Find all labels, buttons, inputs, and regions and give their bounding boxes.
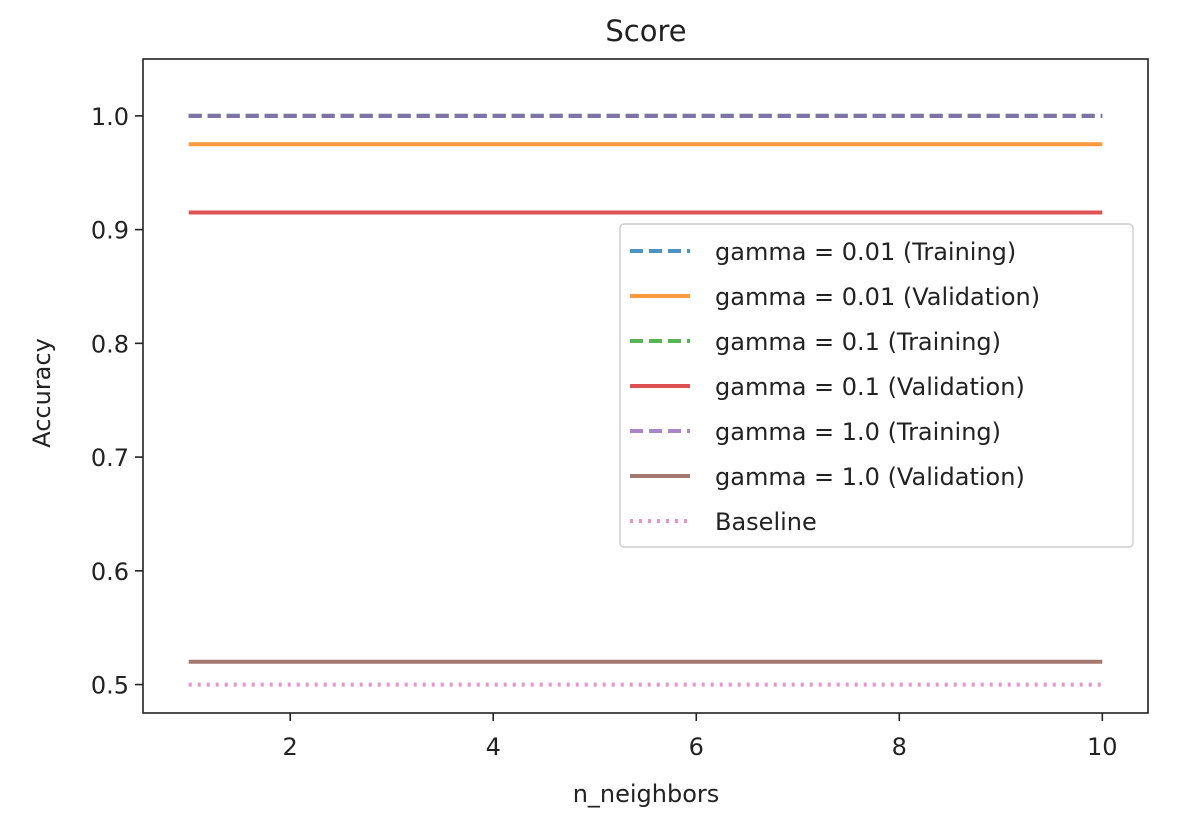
plot-frame	[142, 58, 1149, 714]
legend-frame	[619, 223, 1134, 548]
chart-title: Score	[605, 14, 686, 48]
legend-label: gamma = 1.0 (Training)	[715, 418, 1001, 446]
legend-label: gamma = 1.0 (Validation)	[715, 463, 1025, 491]
x-tick-label: 2	[283, 733, 298, 761]
legend-label: gamma = 0.1 (Validation)	[715, 373, 1025, 401]
legend-label: gamma = 0.01 (Training)	[715, 238, 1016, 266]
x-tick-label: 6	[689, 733, 704, 761]
legend-label: gamma = 0.01 (Validation)	[715, 283, 1040, 311]
legend: gamma = 0.01 (Training) gamma = 0.01 (Val…	[619, 223, 1134, 548]
y-axis-label: Accuracy	[28, 338, 56, 448]
y-tick-label: 0.7	[91, 444, 129, 472]
x-axis-ticks: 2 4 6 8 10	[283, 713, 1118, 761]
legend-label: gamma = 0.1 (Training)	[715, 328, 1001, 356]
y-tick-label: 0.8	[91, 330, 129, 358]
legend-items: gamma = 0.01 (Training) gamma = 0.01 (Val…	[630, 238, 1040, 536]
y-tick-label: 0.5	[91, 672, 129, 700]
y-axis-ticks: 0.5 0.6 0.7 0.8 0.9 1.0	[91, 103, 143, 700]
x-tick-label: 4	[486, 733, 501, 761]
plot-series	[188, 113, 1103, 687]
x-tick-label: 10	[1087, 733, 1118, 761]
x-axis-label: n_neighbors	[573, 780, 720, 808]
y-tick-label: 1.0	[91, 103, 129, 131]
x-tick-label: 8	[892, 733, 907, 761]
y-tick-label: 0.9	[91, 217, 129, 245]
y-tick-label: 0.6	[91, 558, 129, 586]
legend-label: Baseline	[715, 508, 817, 536]
